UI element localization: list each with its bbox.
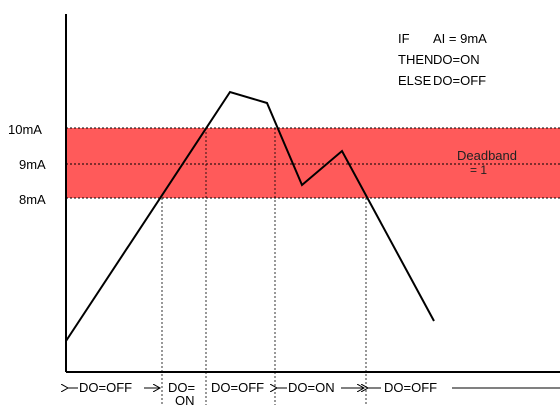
segment-2-label-line2: ON — [175, 393, 195, 405]
deadband-label: Deadband — [457, 148, 517, 163]
deadband-value: = 1 — [470, 163, 487, 177]
upper-level-label: 10mA — [8, 122, 42, 137]
rule-then-expr: DO=ON — [433, 52, 480, 67]
rule-if-expr: AI = 9mA — [433, 31, 487, 46]
segment-5-label: DO=OFF — [384, 380, 437, 395]
segment-4-label: DO=ON — [288, 380, 335, 395]
rule-else-expr: DO=OFF — [433, 73, 486, 88]
deadband-band — [66, 128, 560, 198]
rule-else-keyword: ELSE — [398, 73, 432, 88]
signal-trace — [65, 90, 435, 342]
lower-level-label: 8mA — [19, 192, 46, 207]
segment-2-label: DO= — [168, 380, 195, 395]
segment-1-label: DO=OFF — [79, 380, 132, 395]
rule-then-keyword: THEN — [398, 52, 433, 67]
segment-3-label: DO=OFF — [211, 380, 264, 395]
rule-if-keyword: IF — [398, 31, 410, 46]
setpoint-level-label: 9mA — [19, 157, 46, 172]
